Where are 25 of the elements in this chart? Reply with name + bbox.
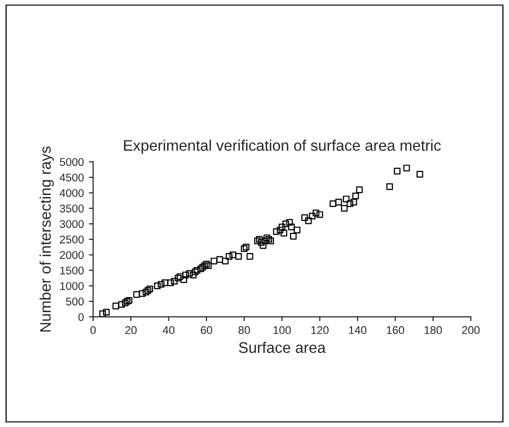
x-tick-label: 80 [238,326,250,334]
y-tick-label: 3500 [60,204,84,212]
y-tick-label: 5000 [60,158,84,166]
y-tick-label: 2000 [60,251,84,259]
x-axis-title: Surface area [238,342,326,353]
y-tick-label: 3000 [60,220,84,228]
y-tick-label: 0 [78,313,84,321]
x-tick-label: 120 [311,326,329,334]
chart-title: Experimental verification of surface area metric [124,140,441,154]
y-tick-label: 4500 [60,174,84,182]
x-tick-label: 140 [349,326,366,334]
y-tick-label: 1000 [60,282,84,290]
y-tick-label: 2500 [60,236,84,244]
x-tick-label: 40 [162,326,174,334]
x-tick-label: 200 [462,326,480,334]
x-tick-label: 180 [424,326,442,334]
x-tick-label: 160 [386,326,404,334]
x-tick-label: 60 [200,326,212,334]
y-tick-label: 1500 [60,266,84,274]
x-tick-label: 20 [125,326,137,334]
x-tick-label: 0 [90,326,96,334]
x-tick-label: 100 [274,326,291,334]
y-axis-title: Number of intersecting rays [40,146,54,332]
y-tick-label: 4000 [60,189,84,197]
y-tick-label: 500 [66,298,84,306]
